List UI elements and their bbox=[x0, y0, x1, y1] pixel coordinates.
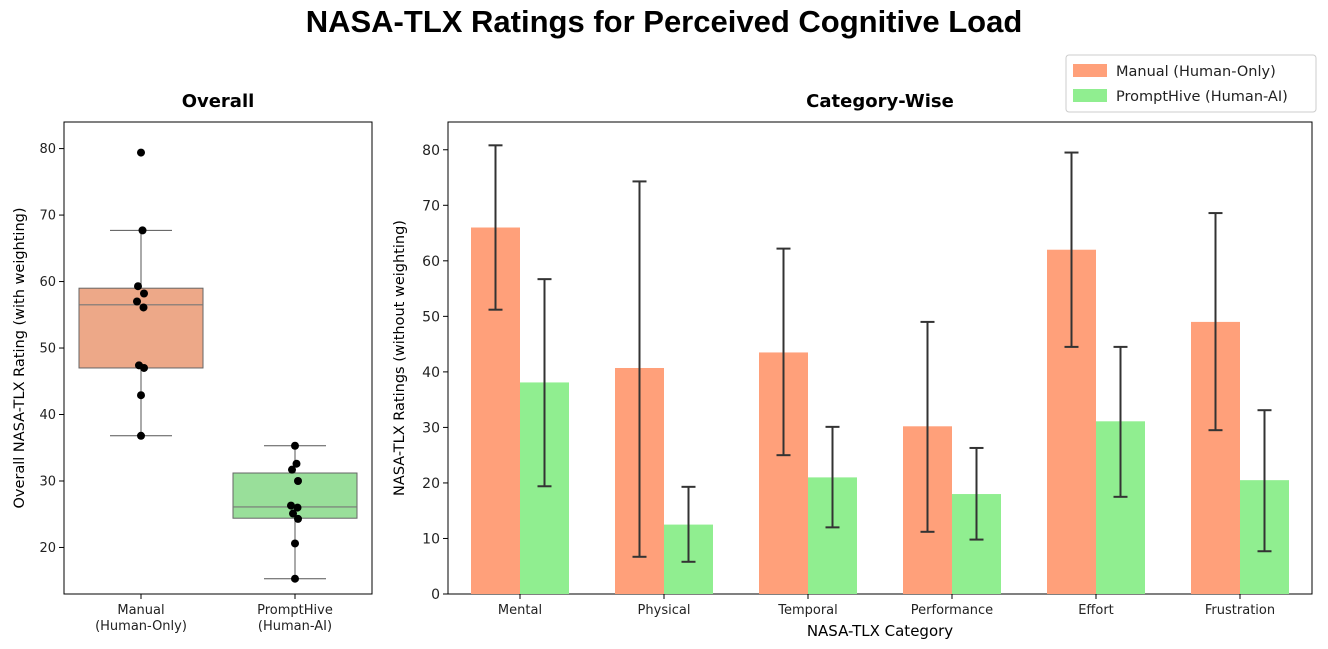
overall-y-axis-label: Overall NASA-TLX Rating (with weighting) bbox=[12, 207, 28, 508]
y-tick-label: 10 bbox=[422, 531, 440, 547]
category-y-axis-label: NASA-TLX Ratings (without weighting) bbox=[392, 220, 408, 496]
y-tick-label: 20 bbox=[39, 541, 56, 556]
x-tick-label-line2: (Human-AI) bbox=[258, 619, 332, 634]
y-tick-label: 30 bbox=[422, 420, 440, 436]
data-point bbox=[288, 465, 296, 474]
x-tick-label: Frustration bbox=[1205, 603, 1275, 618]
y-tick-label: 0 bbox=[431, 587, 440, 603]
data-point bbox=[291, 441, 299, 450]
y-tick-label: 30 bbox=[39, 474, 56, 489]
overall-chart-title: Overall bbox=[182, 91, 255, 112]
y-tick-label: 50 bbox=[39, 342, 56, 357]
y-tick-label: 80 bbox=[422, 143, 440, 159]
x-tick-label: Effort bbox=[1078, 603, 1114, 618]
category-chart-title: Category-Wise bbox=[806, 91, 954, 112]
data-point bbox=[291, 539, 299, 548]
data-point bbox=[287, 501, 295, 510]
x-tick-label: Physical bbox=[638, 603, 691, 618]
legend: Manual (Human-Only) PromptHive (Human-AI) bbox=[1065, 54, 1317, 113]
overall-box-chart: Overall 20 30 40 50 60 70 80 Overall NASA-TLX Ra… bbox=[12, 91, 373, 634]
data-point bbox=[289, 509, 297, 518]
y-tick-label: 80 bbox=[39, 142, 56, 157]
legend-frame bbox=[1065, 54, 1317, 113]
data-point bbox=[134, 282, 142, 291]
data-point bbox=[137, 431, 145, 440]
x-tick-label-line1: PromptHive bbox=[257, 603, 333, 618]
overall-plot-frame bbox=[63, 121, 373, 595]
data-point bbox=[139, 303, 148, 312]
x-tick-label-line2: (Human-Only) bbox=[95, 619, 187, 634]
y-tick-label: 60 bbox=[39, 275, 56, 290]
data-point bbox=[294, 514, 302, 523]
legend-swatch bbox=[1073, 64, 1107, 77]
y-tick-label: 70 bbox=[39, 209, 56, 224]
y-tick-label: 20 bbox=[422, 476, 440, 492]
data-point bbox=[133, 297, 141, 306]
legend-label: Manual (Human-Only) bbox=[1116, 64, 1276, 80]
data-point bbox=[294, 476, 302, 485]
data-point bbox=[137, 148, 145, 157]
data-point bbox=[140, 289, 148, 298]
x-tick-label: Performance bbox=[911, 603, 993, 618]
data-point bbox=[137, 391, 145, 400]
legend-swatch bbox=[1073, 89, 1107, 102]
data-point bbox=[293, 503, 302, 512]
y-tick-label: 60 bbox=[422, 254, 440, 270]
category-x-axis-label: NASA-TLX Category bbox=[807, 622, 953, 640]
x-tick-label: Temporal bbox=[777, 603, 838, 618]
data-point bbox=[140, 363, 148, 372]
category-plot-frame bbox=[447, 121, 1313, 595]
data-point bbox=[292, 459, 301, 468]
category-bar-chart: Category-Wise 0 10 20 30 40 50 60 70 80 NASA-TLX R… bbox=[392, 54, 1317, 640]
x-tick-label-line1: Manual bbox=[117, 603, 164, 618]
y-tick-label: 70 bbox=[422, 198, 440, 214]
iqr-box bbox=[78, 287, 204, 369]
x-tick-label: Mental bbox=[498, 603, 542, 618]
data-point bbox=[291, 574, 299, 583]
y-tick-label: 40 bbox=[39, 408, 56, 423]
y-tick-label: 40 bbox=[422, 365, 440, 381]
data-point bbox=[138, 226, 147, 235]
page-title: NASA-TLX Ratings for Perceived Cognitive… bbox=[305, 4, 1023, 39]
y-tick-label: 50 bbox=[422, 309, 440, 325]
legend-label: PromptHive (Human-AI) bbox=[1116, 89, 1288, 105]
